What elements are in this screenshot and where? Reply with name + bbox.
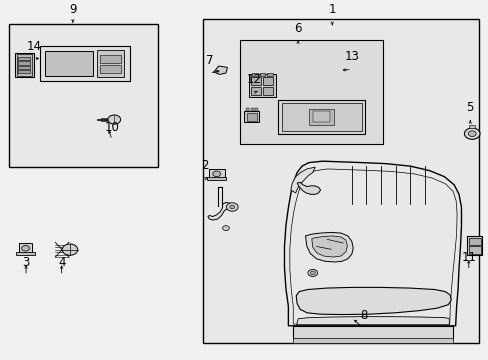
Text: 12: 12 <box>246 73 261 86</box>
Bar <box>251 73 257 76</box>
Bar <box>468 246 480 254</box>
Bar <box>9 24 158 167</box>
Bar <box>97 50 124 77</box>
Circle shape <box>212 171 220 177</box>
Bar <box>40 46 130 81</box>
Bar <box>293 326 452 339</box>
Bar <box>17 54 32 76</box>
Polygon shape <box>297 182 320 194</box>
Bar <box>16 252 35 255</box>
Bar <box>19 243 32 253</box>
Bar <box>468 238 480 245</box>
Bar <box>18 62 30 64</box>
Bar <box>263 77 272 85</box>
Bar <box>44 51 93 76</box>
Bar <box>267 73 273 76</box>
Polygon shape <box>290 167 315 193</box>
Circle shape <box>62 244 78 255</box>
Polygon shape <box>305 233 352 262</box>
Bar <box>15 53 34 77</box>
Bar <box>249 74 276 97</box>
Circle shape <box>464 128 479 139</box>
Text: 2: 2 <box>201 159 208 172</box>
Bar <box>309 109 333 125</box>
Bar <box>100 65 121 73</box>
Bar <box>255 108 258 111</box>
Circle shape <box>307 269 317 276</box>
Bar <box>281 103 361 131</box>
Polygon shape <box>296 317 448 325</box>
Bar <box>18 70 30 73</box>
Circle shape <box>468 131 475 136</box>
Bar <box>100 55 121 63</box>
Bar <box>203 19 478 343</box>
Polygon shape <box>284 161 461 326</box>
Text: 11: 11 <box>460 251 475 264</box>
Bar <box>246 108 249 111</box>
Text: 8: 8 <box>360 309 367 322</box>
Bar <box>208 169 224 179</box>
Circle shape <box>226 203 238 211</box>
Bar <box>466 236 482 255</box>
Polygon shape <box>207 202 230 220</box>
Text: 10: 10 <box>104 121 119 134</box>
Text: 4: 4 <box>58 256 65 269</box>
Text: 7: 7 <box>205 54 213 67</box>
Polygon shape <box>311 236 346 257</box>
Circle shape <box>310 271 315 275</box>
Text: 14: 14 <box>26 40 41 53</box>
Bar <box>246 113 256 121</box>
Bar <box>468 125 474 128</box>
Text: 3: 3 <box>22 256 30 269</box>
Bar <box>244 111 259 122</box>
Bar <box>18 66 30 69</box>
Text: 13: 13 <box>344 50 359 63</box>
Bar <box>207 177 225 180</box>
Bar <box>250 87 260 95</box>
Bar <box>259 73 265 76</box>
Bar <box>239 40 383 144</box>
Text: 6: 6 <box>294 22 301 35</box>
Text: 9: 9 <box>69 3 77 15</box>
Circle shape <box>108 115 121 124</box>
Circle shape <box>21 246 29 251</box>
Bar <box>18 57 30 60</box>
Bar <box>312 112 330 122</box>
Bar <box>250 77 260 85</box>
Text: 5: 5 <box>466 101 473 114</box>
Circle shape <box>229 205 234 209</box>
Bar <box>277 100 365 134</box>
Bar <box>263 87 272 95</box>
Text: 1: 1 <box>328 3 335 15</box>
Bar <box>250 108 253 111</box>
Polygon shape <box>213 66 227 75</box>
Polygon shape <box>296 287 450 315</box>
Bar <box>293 338 452 343</box>
Circle shape <box>222 226 229 231</box>
